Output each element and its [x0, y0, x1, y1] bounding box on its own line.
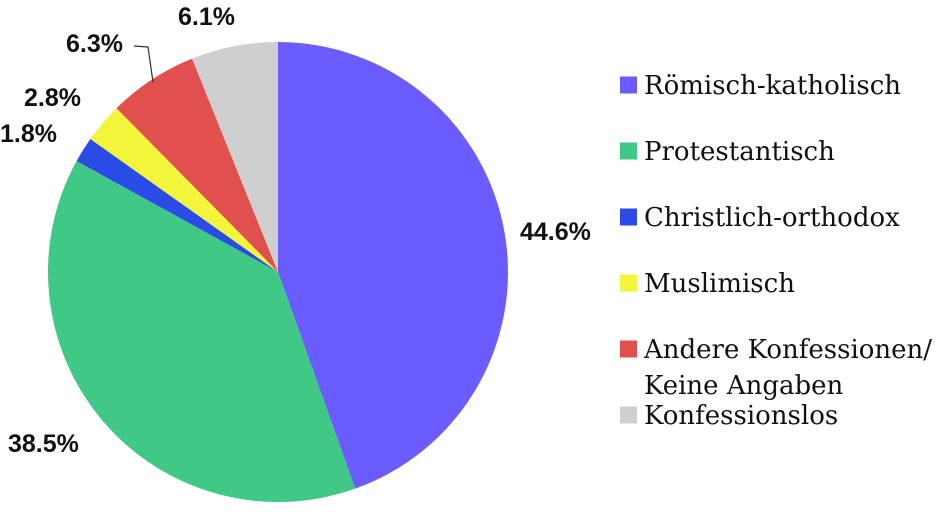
legend-label-protestantisch: Protestantisch [644, 137, 835, 167]
pct-label-muslimisch: 2.8% [24, 84, 81, 112]
legend-swatch-christlich-orthodox [620, 208, 637, 226]
pie-slice-roemisch-katholisch [278, 42, 508, 489]
pie-slice-andere-konfessionen-keine-angaben [116, 58, 279, 273]
legend-label-muslimisch: Muslimisch [644, 269, 795, 299]
legend-item-roemisch-katholisch: Römisch-katholisch [620, 71, 901, 101]
legend-item-christlich-orthodox: Christlich-orthodox [620, 203, 900, 233]
labels-layer: 44.6% 38.5% 1.8% 2.8% 6.3% 6.1% [0, 3, 591, 458]
slices-layer [48, 42, 508, 502]
legend-item-konfessionslos: Konfessionslos [620, 401, 838, 431]
legend-item-muslimisch: Muslimisch [620, 269, 795, 299]
legend-label-konfessionslos: Konfessionslos [644, 401, 838, 431]
pct-label-andere-konfessionen-keine-angaben: 6.3% [66, 30, 123, 58]
legend-swatch-muslimisch [620, 274, 637, 292]
pie-slice-christlich-orthodox [76, 138, 278, 272]
legend: Römisch-katholisch Protestantisch Christli… [620, 71, 932, 431]
pct-label-protestantisch: 38.5% [8, 430, 79, 458]
pie-slice-muslimisch [90, 108, 279, 272]
legend-label-andere-konfessionen-keine-angaben: Andere Konfessionen/Keine Angaben [643, 335, 932, 401]
pct-label-roemisch-katholisch: 44.6% [520, 218, 591, 246]
legend-swatch-protestantisch [620, 142, 637, 160]
legend-swatch-andere-konfessionen-keine-angaben [620, 340, 637, 358]
legend-label-roemisch-katholisch: Römisch-katholisch [644, 71, 901, 101]
legend-item-protestantisch: Protestantisch [620, 137, 835, 167]
pie-slice-protestantisch [48, 160, 356, 502]
legend-item-andere-konfessionen-keine-angaben: Andere Konfessionen/Keine Angaben [620, 335, 932, 401]
legend-label-christlich-orthodox: Christlich-orthodox [644, 203, 900, 233]
legend-swatch-konfessionslos [620, 406, 637, 424]
pct-label-konfessionslos: 6.1% [178, 3, 235, 31]
pct-label-christlich-orthodox: 1.8% [0, 120, 57, 148]
pie-slice-konfessionslos [192, 42, 278, 272]
legend-swatch-roemisch-katholisch [620, 76, 637, 94]
leader-line-andere-konfessionen-keine-angaben [133, 45, 154, 83]
